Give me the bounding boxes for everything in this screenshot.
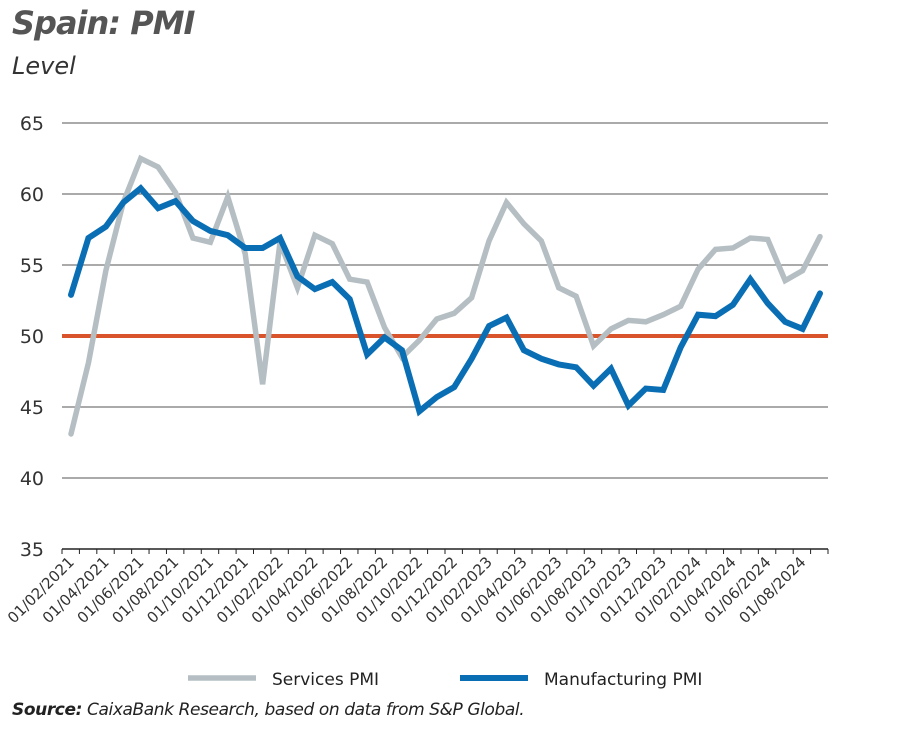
chart-subtitle: Level: [12, 52, 76, 80]
legend-label: Services PMI: [272, 670, 379, 690]
source-label: Source:: [12, 700, 83, 720]
y-tick-label: 65: [20, 113, 44, 135]
series-line-manufacturing: [68, 184, 823, 417]
y-tick-label: 50: [20, 326, 44, 348]
y-tick-label: 35: [20, 539, 44, 561]
y-tick-label: 55: [20, 255, 44, 277]
y-tick-label: 40: [20, 468, 44, 490]
y-tick-label: 45: [20, 397, 44, 419]
series-line-services: [68, 154, 823, 437]
chart-title: Spain: PMI: [12, 4, 195, 42]
legend-label: Manufacturing PMI: [544, 670, 702, 690]
source-text: CaixaBank Research, based on data from S…: [82, 700, 525, 720]
source-note: Source: CaixaBank Research, based on dat…: [12, 700, 525, 720]
y-tick-label: 60: [20, 184, 44, 206]
